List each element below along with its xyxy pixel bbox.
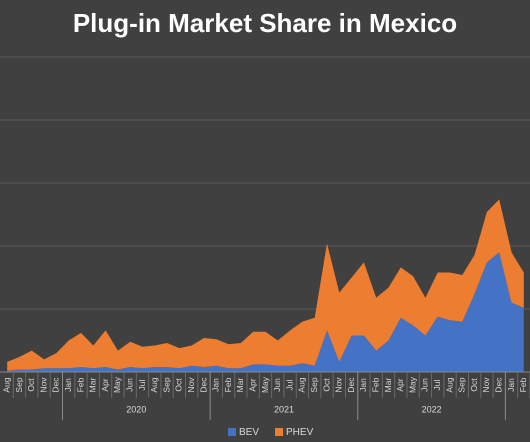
x-tick-label: Jul: [137, 379, 147, 390]
x-tick-label: Oct: [321, 378, 331, 392]
x-tick-label: Dec: [346, 377, 356, 393]
x-tick-label: Feb: [75, 377, 85, 392]
x-tick-label: Nov: [186, 377, 196, 393]
x-tick-label: Dec: [493, 377, 503, 393]
x-tick-label: Aug: [1, 377, 11, 392]
x-tick-label: Apr: [247, 378, 257, 391]
x-tick-label: Sep: [14, 377, 24, 392]
x-tick-label: Aug: [297, 377, 307, 392]
x-tick-label: Jun: [272, 378, 282, 392]
x-tick-label: Jul: [432, 379, 442, 390]
x-tick-label: Aug: [444, 377, 454, 392]
chart-title: Plug-in Market Share in Mexico: [73, 8, 457, 38]
x-tick-label: Apr: [100, 378, 110, 391]
x-tick-label: Jun: [124, 378, 134, 392]
x-tick-label: Oct: [174, 378, 184, 392]
x-tick-label: Aug: [149, 377, 159, 392]
x-tick-label: Nov: [481, 377, 491, 393]
x-tick-label: Mar: [383, 378, 393, 393]
year-label: 2021: [274, 404, 294, 414]
x-tick-label: Feb: [518, 377, 528, 392]
year-label: 2020: [126, 404, 146, 414]
legend-swatch: [228, 428, 236, 436]
x-tick-label: Dec: [198, 377, 208, 393]
x-tick-label: Oct: [26, 378, 36, 392]
x-tick-label: May: [112, 376, 122, 393]
legend-label: BEV: [239, 427, 259, 438]
x-tick-label: Sep: [309, 377, 319, 392]
x-tick-label: Sep: [457, 377, 467, 392]
x-tick-label: Apr: [395, 378, 405, 391]
x-tick-label: Mar: [235, 378, 245, 393]
x-tick-label: Jul: [284, 379, 294, 390]
x-tick-label: Jun: [420, 378, 430, 392]
x-tick-label: Sep: [161, 377, 171, 392]
x-tick-label: May: [260, 376, 270, 393]
x-tick-label: Nov: [38, 377, 48, 393]
x-tick-label: Jan: [211, 378, 221, 392]
area: [7, 252, 524, 372]
legend-swatch: [275, 428, 284, 436]
x-tick-label: Jan: [358, 378, 368, 392]
legend-label: PHEV: [286, 427, 314, 438]
x-tick-label: Mar: [88, 378, 98, 393]
x-tick-label: Oct: [469, 378, 479, 392]
area: [7, 199, 524, 371]
x-tick-label: Dec: [51, 377, 61, 393]
x-tick-label: Nov: [334, 377, 344, 393]
x-tick-label: Feb: [223, 377, 233, 392]
x-tick-label: Jan: [63, 378, 73, 392]
year-label: 2022: [422, 404, 442, 414]
x-tick-label: May: [407, 376, 417, 393]
x-tick-label: Feb: [370, 377, 380, 392]
x-tick-label: Jan: [506, 378, 516, 392]
